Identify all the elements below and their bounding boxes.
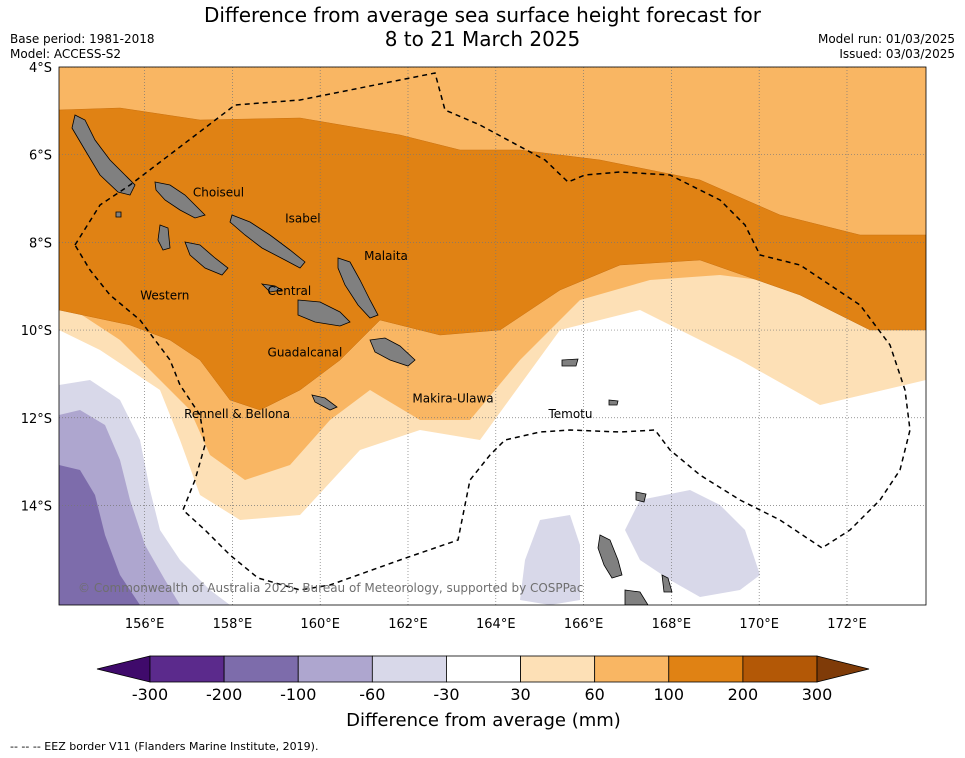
colorbar-tick-label: 100 (654, 685, 685, 704)
island-shape (311, 394, 338, 411)
contour-band-neg-30-60-south (520, 515, 580, 605)
colorbar-tick-label: -300 (132, 685, 168, 704)
eez-legend-note: -- -- -- EEZ border V11 (Flanders Marine… (10, 740, 319, 753)
island-shape (297, 299, 351, 327)
island-shape (635, 491, 647, 503)
latitude-tick-label: 10°S (21, 324, 52, 339)
island-shape (369, 337, 416, 367)
island-shape (184, 241, 229, 276)
colorbar-extend-max (816, 655, 870, 683)
colorbar-tick-label: -100 (280, 685, 316, 704)
place-label: Central (268, 284, 312, 298)
title-line-1: Difference from average sea surface heig… (203, 3, 762, 27)
colorbar-segment (149, 655, 225, 683)
colorbar-tick-label: -60 (359, 685, 385, 704)
longitude-tick-label: 172°E (827, 617, 867, 632)
longitude-tick-label: 160°E (300, 617, 340, 632)
island-shape (157, 224, 171, 251)
map-title: Difference from average sea surface heig… (0, 3, 965, 51)
place-label: Guadalcanal (268, 345, 343, 359)
colorbar-label: Difference from average (mm) (346, 710, 621, 731)
longitude-tick-label: 164°E (476, 617, 516, 632)
colorbar-segment (520, 655, 596, 683)
longitude-tick-label: 170°E (739, 617, 779, 632)
longitude-tick-label: 158°E (213, 617, 253, 632)
place-label: Makira-Ulawa (412, 391, 493, 405)
latitude-tick-label: 12°S (21, 412, 52, 427)
place-label: Malaita (364, 249, 408, 263)
longitude-tick-label: 162°E (388, 617, 428, 632)
place-label: Western (140, 288, 189, 302)
colorbar-segment (371, 655, 447, 683)
colorbar-segment (446, 655, 521, 683)
place-label: Temotu (547, 407, 592, 421)
island-shape (661, 574, 673, 593)
island-shape (337, 257, 379, 319)
longitude-tick-label: 156°E (125, 617, 165, 632)
colorbar-tick-label: -200 (206, 685, 242, 704)
island-shape (229, 214, 306, 269)
island-shape (624, 589, 649, 605)
model-run-info: Model run: 01/03/2025 Issued: 03/03/2025 (818, 32, 955, 62)
base-period: Base period: 1981-2018 (10, 32, 155, 46)
place-label: Isabel (285, 212, 320, 226)
colorbar-segment (594, 655, 670, 683)
colorbar-segment (668, 655, 744, 683)
colorbar-extend-min (96, 655, 151, 683)
issued-date: Issued: 03/03/2025 (839, 47, 955, 61)
map-frame (58, 66, 927, 606)
model-name: Model: ACCESS-S2 (10, 47, 122, 61)
latitude-tick-label: 4°S (29, 61, 52, 76)
longitude-tick-label: 166°E (564, 617, 604, 632)
model-run: Model run: 01/03/2025 (817, 32, 955, 46)
contour-band-100-200 (59, 107, 926, 411)
island-shape (260, 283, 284, 293)
colorbar-segment (223, 655, 299, 683)
map-field: Choiseul Isabel Malaita Western Central Guada… (59, 67, 926, 605)
latitude-tick-label: 14°S (21, 499, 52, 514)
colorbar-segment (297, 655, 373, 683)
latitude-tick-label: 8°S (29, 236, 52, 251)
place-label: Rennell & Bellona (184, 407, 290, 421)
base-period-info: Base period: 1981-2018 Model: ACCESS-S2 (10, 32, 155, 62)
island-shape (115, 211, 122, 218)
colorbar-tick-label: 300 (802, 685, 833, 704)
eez-border (74, 72, 911, 591)
copyright-text: © Commonwealth of Australia 2025, Bureau… (78, 581, 583, 595)
island-shape (71, 114, 136, 196)
island-shape (597, 534, 623, 579)
island-shape (561, 358, 579, 367)
latitude-tick-label: 6°S (29, 149, 52, 164)
colorbar-tick-label: 200 (728, 685, 759, 704)
contour-band-neg-30-60-east (625, 490, 760, 597)
longitude-tick-label: 168°E (652, 617, 692, 632)
colorbar-tick-label: -30 (433, 685, 459, 704)
colorbar-tick-label: 60 (584, 685, 604, 704)
colorbar-segment (742, 655, 818, 683)
island-shape (154, 181, 206, 219)
contour-band-neg-100-200-west (59, 465, 140, 605)
place-label: Choiseul (193, 185, 244, 199)
title-line-2: 8 to 21 March 2025 (384, 27, 581, 51)
island-shape (608, 399, 619, 406)
colorbar-tick-label: 30 (510, 685, 530, 704)
